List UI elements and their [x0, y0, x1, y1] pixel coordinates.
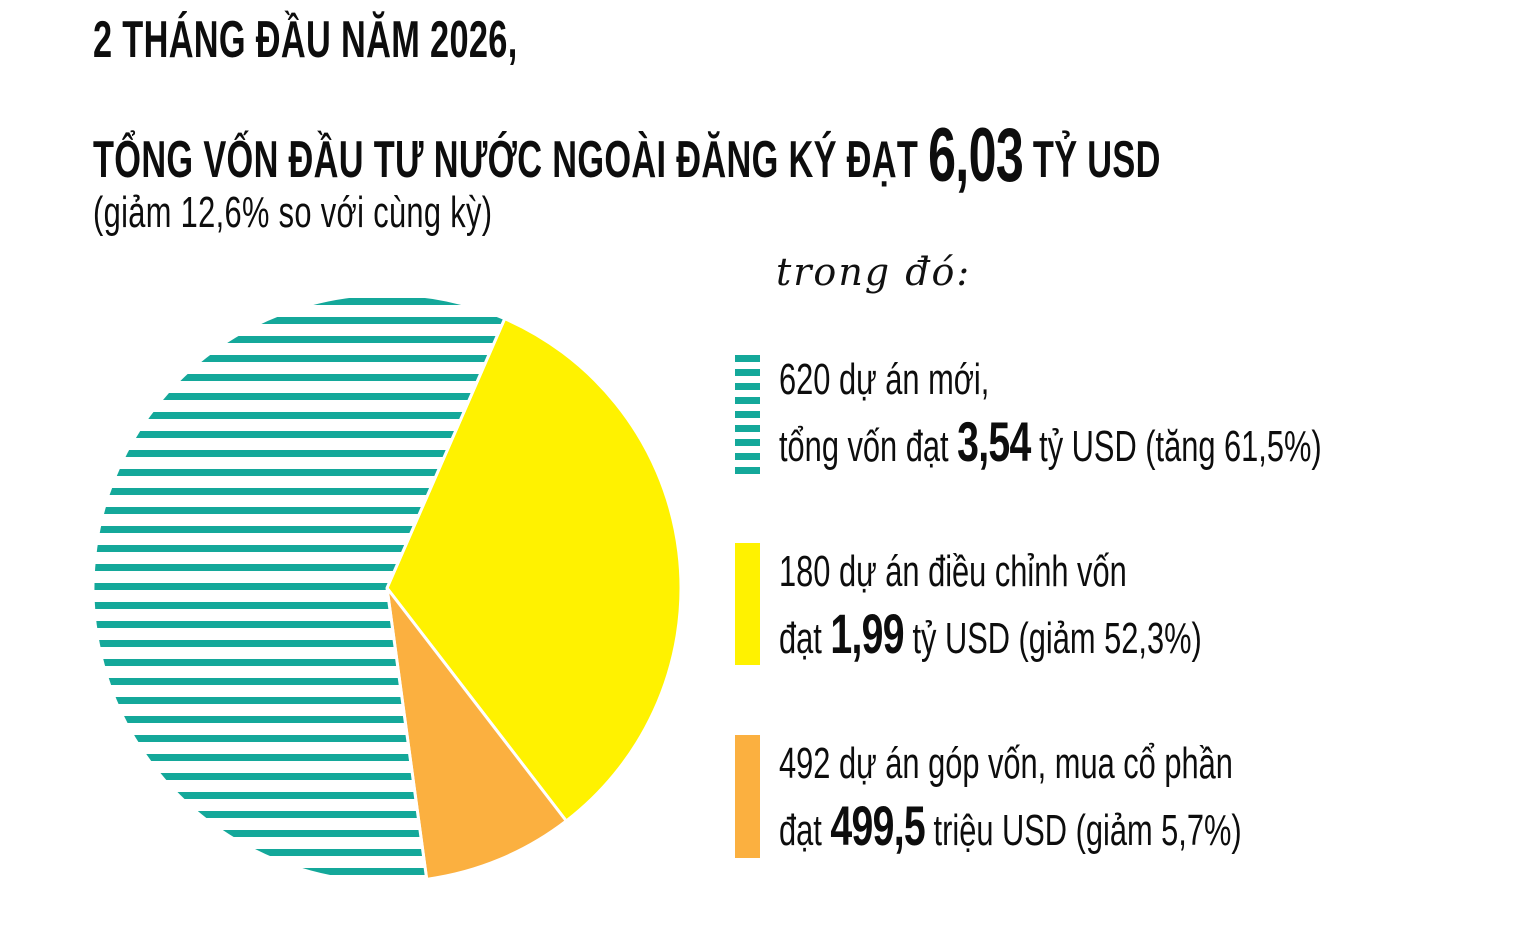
- pie-chart: [91, 292, 683, 884]
- title-total-value: 6,03: [928, 113, 1024, 198]
- title-period: 2 THÁNG ĐẦU NĂM 2026,: [93, 11, 518, 69]
- title-total-wrap: TỔNG VỐN ĐẦU TƯ NƯỚC NGOÀI ĐĂNG KÝ ĐẠT 6…: [93, 112, 1161, 199]
- legend-suffix: tỷ USD (giảm 52,3%): [912, 614, 1202, 663]
- legend-line-2: tổng vốn đạt 3,54 tỷ USD (tăng 61,5%): [779, 411, 1322, 478]
- legend-line-2: đạt 1,99 tỷ USD (giảm 52,3%): [779, 603, 1202, 670]
- legend-prefix: đạt: [779, 806, 822, 855]
- pie-slices: [91, 292, 683, 884]
- legend-prefix: đạt: [779, 614, 822, 663]
- pie-slice-2: [91, 292, 507, 884]
- legend-prefix: tổng vốn đạt: [779, 422, 949, 471]
- legend-line-2: đạt 499,5 triệu USD (giảm 5,7%): [779, 795, 1242, 862]
- title-total-unit: TỶ USD: [1032, 131, 1161, 189]
- legend-line-1: 620 dự án mới,: [779, 355, 990, 404]
- legend-text: 492 dự án góp vốn, mua cổ phần đạt 499,5…: [779, 733, 1440, 862]
- legend-value: 3,54: [957, 410, 1031, 473]
- striped-swatch-icon: [735, 355, 760, 474]
- legend-text: 620 dự án mới, tổng vốn đạt 3,54 tỷ USD …: [779, 349, 1537, 478]
- yellow-swatch-icon: [735, 543, 760, 665]
- legend-value: 1,99: [830, 602, 904, 665]
- title-line-1: 2 THÁNG ĐẦU NĂM 2026,: [93, 10, 736, 70]
- legend-suffix: triệu USD (giảm 5,7%): [933, 806, 1242, 855]
- legend-text: 180 dự án điều chỉnh vốn đạt 1,99 tỷ USD…: [779, 541, 1383, 670]
- title-line-3: (giảm 12,6% so với cùng kỳ): [93, 188, 664, 238]
- legend-line-1: 180 dự án điều chỉnh vốn: [779, 547, 1127, 596]
- orange-swatch-icon: [735, 735, 760, 858]
- pie-slice-0: [385, 317, 683, 823]
- legend-line-1: 492 dự án góp vốn, mua cổ phần: [779, 739, 1233, 788]
- legend-intro-text: trong đó:: [776, 250, 972, 294]
- legend-value: 499,5: [830, 794, 925, 857]
- legend-intro: trong đó:: [776, 250, 971, 294]
- title-change-note: (giảm 12,6% so với cùng kỳ): [93, 188, 493, 237]
- title-total-prefix: TỔNG VỐN ĐẦU TƯ NƯỚC NGOÀI ĐĂNG KÝ ĐẠT: [93, 131, 919, 189]
- legend-suffix: tỷ USD (tăng 61,5%): [1039, 422, 1322, 471]
- title-line-2: TỔNG VỐN ĐẦU TƯ NƯỚC NGOÀI ĐĂNG KÝ ĐẠT 6…: [93, 112, 1537, 199]
- pie-slice-1: [385, 586, 568, 881]
